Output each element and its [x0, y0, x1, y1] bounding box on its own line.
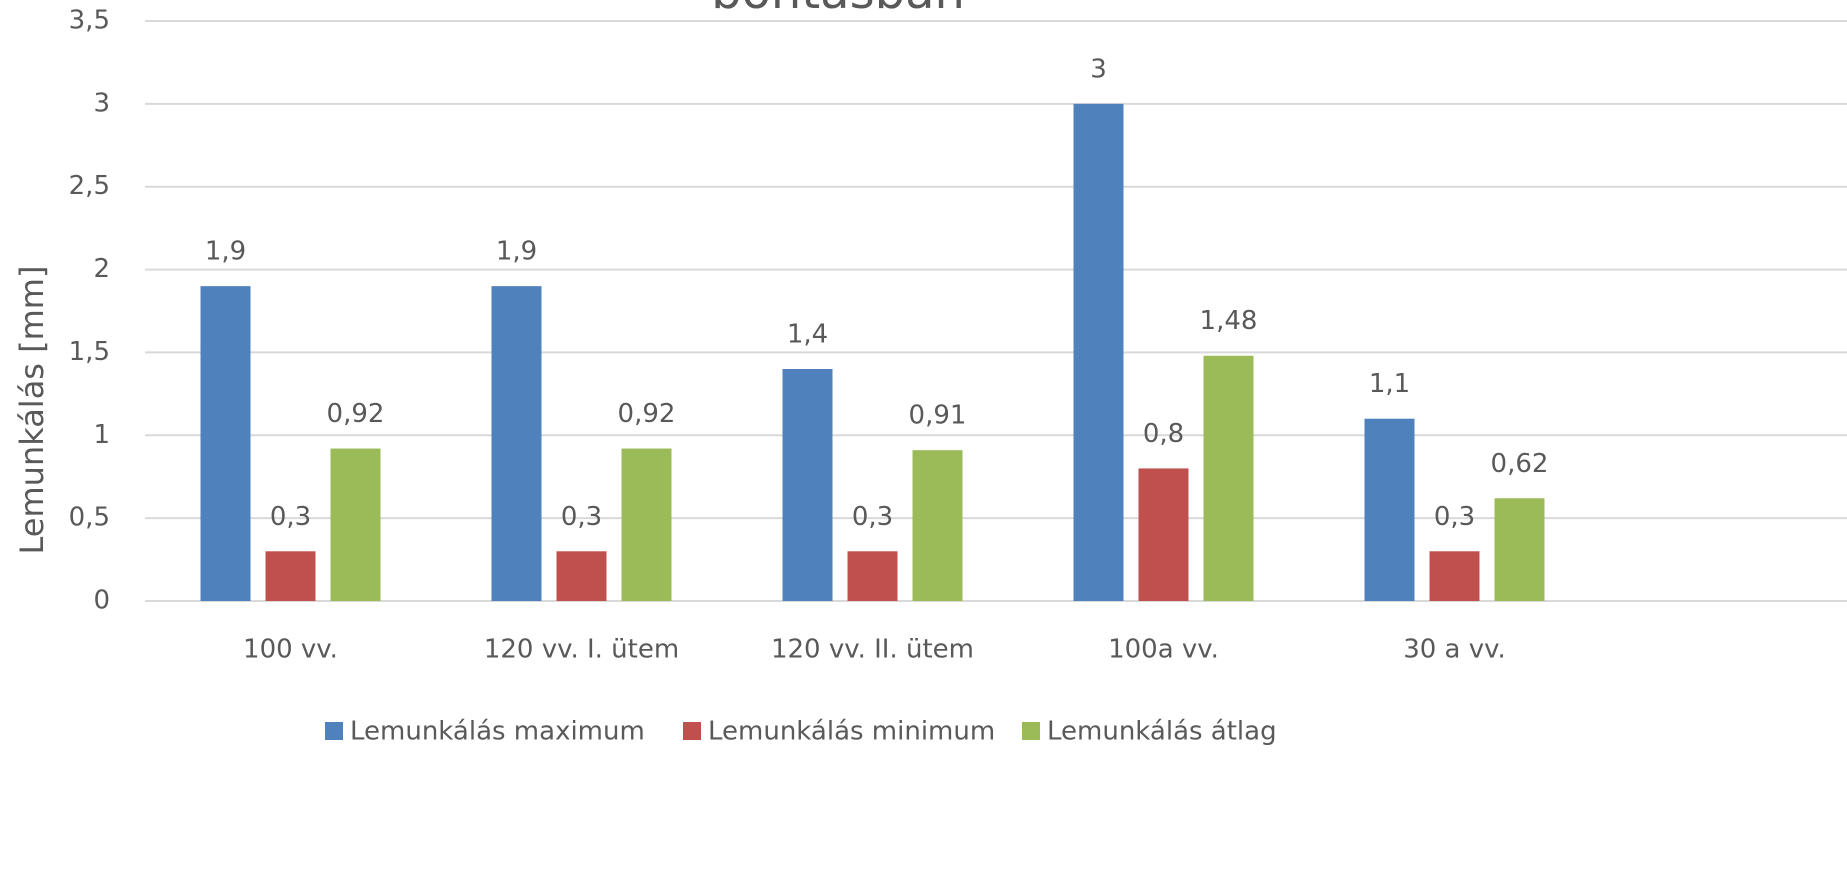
y-tick-label: 1	[93, 420, 110, 450]
data-label: 0,3	[1434, 502, 1475, 532]
y-axis-title: Lemunkálás [mm]	[13, 266, 51, 555]
bar	[621, 448, 672, 601]
bar	[1429, 551, 1480, 601]
data-label: 0,3	[852, 502, 893, 532]
legend-swatch	[1022, 722, 1040, 740]
legend-label: Lemunkálás maximum	[350, 717, 645, 747]
bar	[912, 450, 963, 601]
bar	[330, 448, 381, 601]
legend-label: Lemunkálás minimum	[708, 717, 995, 747]
data-label: 0,92	[618, 399, 676, 429]
y-tick-label: 2	[93, 254, 110, 284]
y-tick-label: 0	[93, 586, 110, 616]
data-label: 0,3	[561, 502, 602, 532]
data-label: 0,92	[327, 399, 385, 429]
bar	[1203, 355, 1254, 601]
x-tick-label: 100 vv.	[243, 635, 338, 665]
bar	[782, 369, 833, 601]
bar	[847, 551, 898, 601]
bar	[1073, 103, 1124, 601]
bar	[1494, 498, 1545, 601]
data-label: 1,48	[1200, 306, 1258, 336]
bar	[1364, 418, 1415, 601]
y-tick-label: 2,5	[69, 171, 110, 201]
x-tick-label: 120 vv. I. ütem	[484, 635, 679, 665]
y-tick-label: 1,5	[69, 337, 110, 367]
data-label: 0,8	[1143, 419, 1184, 449]
data-label: 1,9	[205, 237, 246, 267]
bar	[1138, 468, 1189, 601]
legend-label: Lemunkálás átlag	[1047, 717, 1277, 747]
bar	[265, 551, 316, 601]
data-label: 3	[1090, 54, 1107, 84]
data-label: 1,9	[496, 237, 537, 267]
data-label: 0,62	[1491, 449, 1549, 479]
chart-title: bontásban	[711, 0, 965, 20]
data-label: 0,3	[270, 502, 311, 532]
data-label: 0,91	[909, 401, 967, 431]
y-tick-label: 0,5	[69, 503, 110, 533]
y-tick-label: 3	[93, 88, 110, 118]
data-label: 1,1	[1369, 369, 1410, 399]
x-tick-label: 100a vv.	[1108, 635, 1219, 665]
x-tick-label: 30 a vv.	[1403, 635, 1506, 665]
data-label: 1,4	[787, 320, 828, 350]
bar	[556, 551, 607, 601]
legend-swatch	[325, 722, 343, 740]
bar	[491, 286, 542, 601]
legend-swatch	[683, 722, 701, 740]
y-tick-label: 3,5	[69, 6, 110, 36]
bar	[200, 286, 251, 601]
x-tick-label: 120 vv. II. ütem	[771, 635, 974, 665]
